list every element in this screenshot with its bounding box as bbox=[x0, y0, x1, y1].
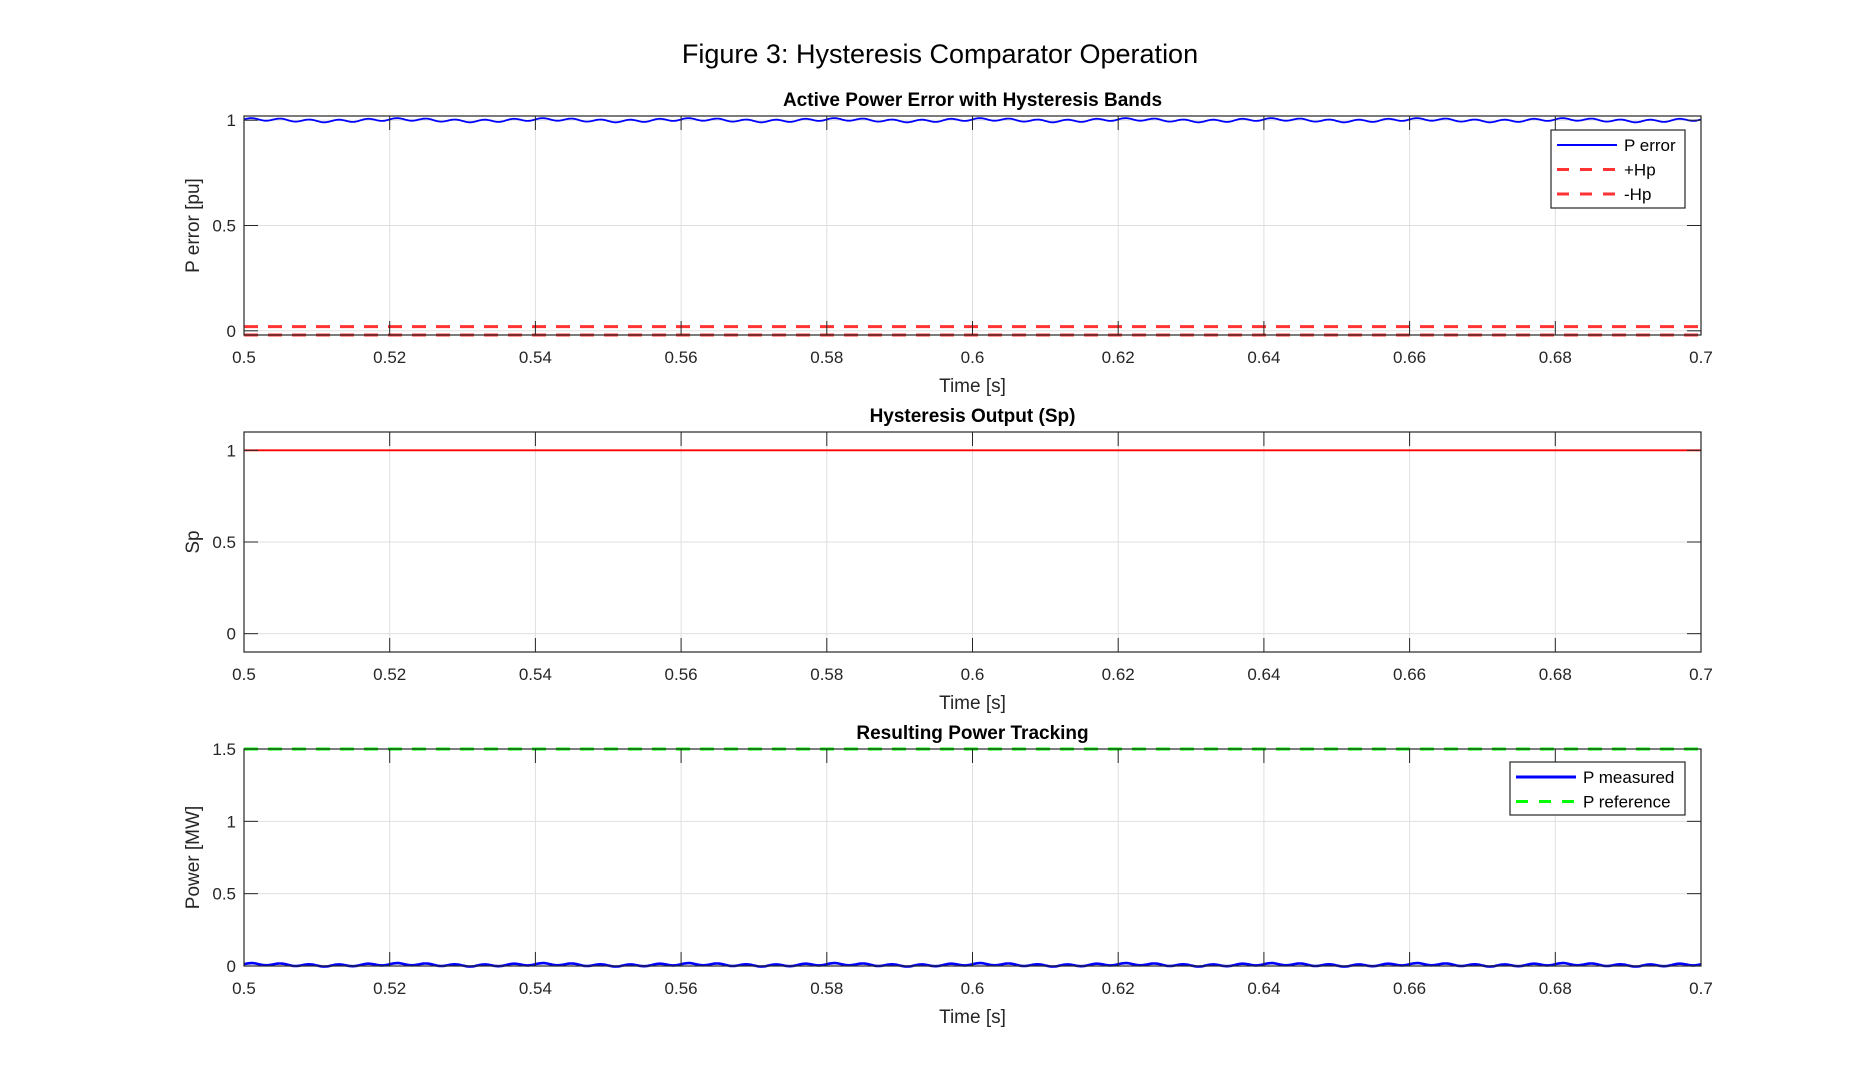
y-axis-label: Sp bbox=[183, 530, 204, 553]
x-tick-label: 0.7 bbox=[1689, 665, 1713, 684]
y-tick-label: 0 bbox=[227, 957, 236, 976]
legend-box bbox=[1550, 129, 1686, 209]
x-tick-label: 0.64 bbox=[1247, 979, 1280, 998]
legend-entry: -Hp bbox=[1624, 185, 1651, 204]
subplot-3: 0.5 0.52 0.54 0.56 0.58 0.6 0.62 0.64 0.66 0.68 0.… bbox=[183, 723, 1713, 1028]
x-tick-label: 0.7 bbox=[1689, 979, 1713, 998]
x-tick-label: 0.5 bbox=[232, 665, 256, 684]
y-axis-label: Power [MW] bbox=[183, 806, 204, 909]
x-tick-label: 0.62 bbox=[1102, 348, 1135, 367]
x-axis-label: Time [s] bbox=[939, 376, 1006, 397]
y-tick-label: 0.5 bbox=[212, 885, 236, 904]
x-tick-label: 0.6 bbox=[961, 979, 985, 998]
x-axis-label: Time [s] bbox=[939, 1007, 1006, 1028]
y-tick-label: 0.5 bbox=[212, 533, 236, 552]
subplot-2: 0.5 0.52 0.54 0.56 0.58 0.6 0.62 0.64 0.66 0.68 0.… bbox=[183, 406, 1713, 714]
x-tick-label: 0.58 bbox=[810, 665, 843, 684]
y-tick-label: 0 bbox=[227, 625, 236, 644]
x-tick-label: 0.56 bbox=[665, 348, 698, 367]
legend-entry: +Hp bbox=[1624, 161, 1656, 180]
subplot-1: 0.5 0.52 0.54 0.56 0.58 0.6 0.62 0.64 0.66 0.68 0.… bbox=[183, 90, 1713, 397]
subplot-title: Active Power Error with Hysteresis Bands bbox=[783, 90, 1162, 111]
legend-entry: P reference bbox=[1583, 793, 1671, 812]
y-tick-label: 1 bbox=[227, 812, 236, 831]
x-tick-label: 0.54 bbox=[519, 348, 552, 367]
x-tick-label: 0.6 bbox=[961, 665, 985, 684]
x-tick-label: 0.5 bbox=[232, 979, 256, 998]
y-tick-label: 0 bbox=[227, 322, 236, 341]
legend: P measured P reference bbox=[1509, 761, 1686, 816]
y-tick-label: 0.5 bbox=[212, 217, 236, 236]
x-tick-label: 0.68 bbox=[1539, 665, 1572, 684]
x-tick-label: 0.64 bbox=[1247, 665, 1280, 684]
legend: P error +Hp -Hp bbox=[1550, 129, 1686, 209]
x-tick-label: 0.58 bbox=[810, 979, 843, 998]
x-tick-label: 0.66 bbox=[1393, 979, 1426, 998]
x-tick-label: 0.54 bbox=[519, 979, 552, 998]
y-axis-label: P error [pu] bbox=[183, 178, 204, 273]
x-tick-label: 0.64 bbox=[1247, 348, 1280, 367]
x-tick-label: 0.5 bbox=[232, 348, 256, 367]
x-tick-label: 0.68 bbox=[1539, 348, 1572, 367]
x-tick-label: 0.68 bbox=[1539, 979, 1572, 998]
x-tick-label: 0.58 bbox=[810, 348, 843, 367]
x-tick-label: 0.52 bbox=[373, 348, 406, 367]
figure-title: Figure 3: Hysteresis Comparator Operatio… bbox=[682, 39, 1198, 69]
x-tick-label: 0.6 bbox=[961, 348, 985, 367]
x-tick-label: 0.56 bbox=[665, 665, 698, 684]
x-tick-label: 0.66 bbox=[1393, 348, 1426, 367]
y-tick-label: 1 bbox=[227, 441, 236, 460]
subplot-title: Resulting Power Tracking bbox=[856, 723, 1088, 744]
subplot-title: Hysteresis Output (Sp) bbox=[870, 406, 1076, 427]
x-axis-label: Time [s] bbox=[939, 693, 1006, 714]
x-tick-label: 0.54 bbox=[519, 665, 552, 684]
legend-entry: P error bbox=[1624, 136, 1676, 155]
x-tick-label: 0.62 bbox=[1102, 979, 1135, 998]
y-tick-label: 1 bbox=[227, 111, 236, 130]
legend-box bbox=[1509, 761, 1686, 816]
x-tick-label: 0.66 bbox=[1393, 665, 1426, 684]
x-tick-label: 0.7 bbox=[1689, 348, 1713, 367]
x-tick-label: 0.52 bbox=[373, 979, 406, 998]
x-tick-label: 0.56 bbox=[665, 979, 698, 998]
x-tick-label: 0.62 bbox=[1102, 665, 1135, 684]
y-tick-label: 1.5 bbox=[212, 740, 236, 759]
legend-entry: P measured bbox=[1583, 768, 1674, 787]
x-tick-label: 0.52 bbox=[373, 665, 406, 684]
